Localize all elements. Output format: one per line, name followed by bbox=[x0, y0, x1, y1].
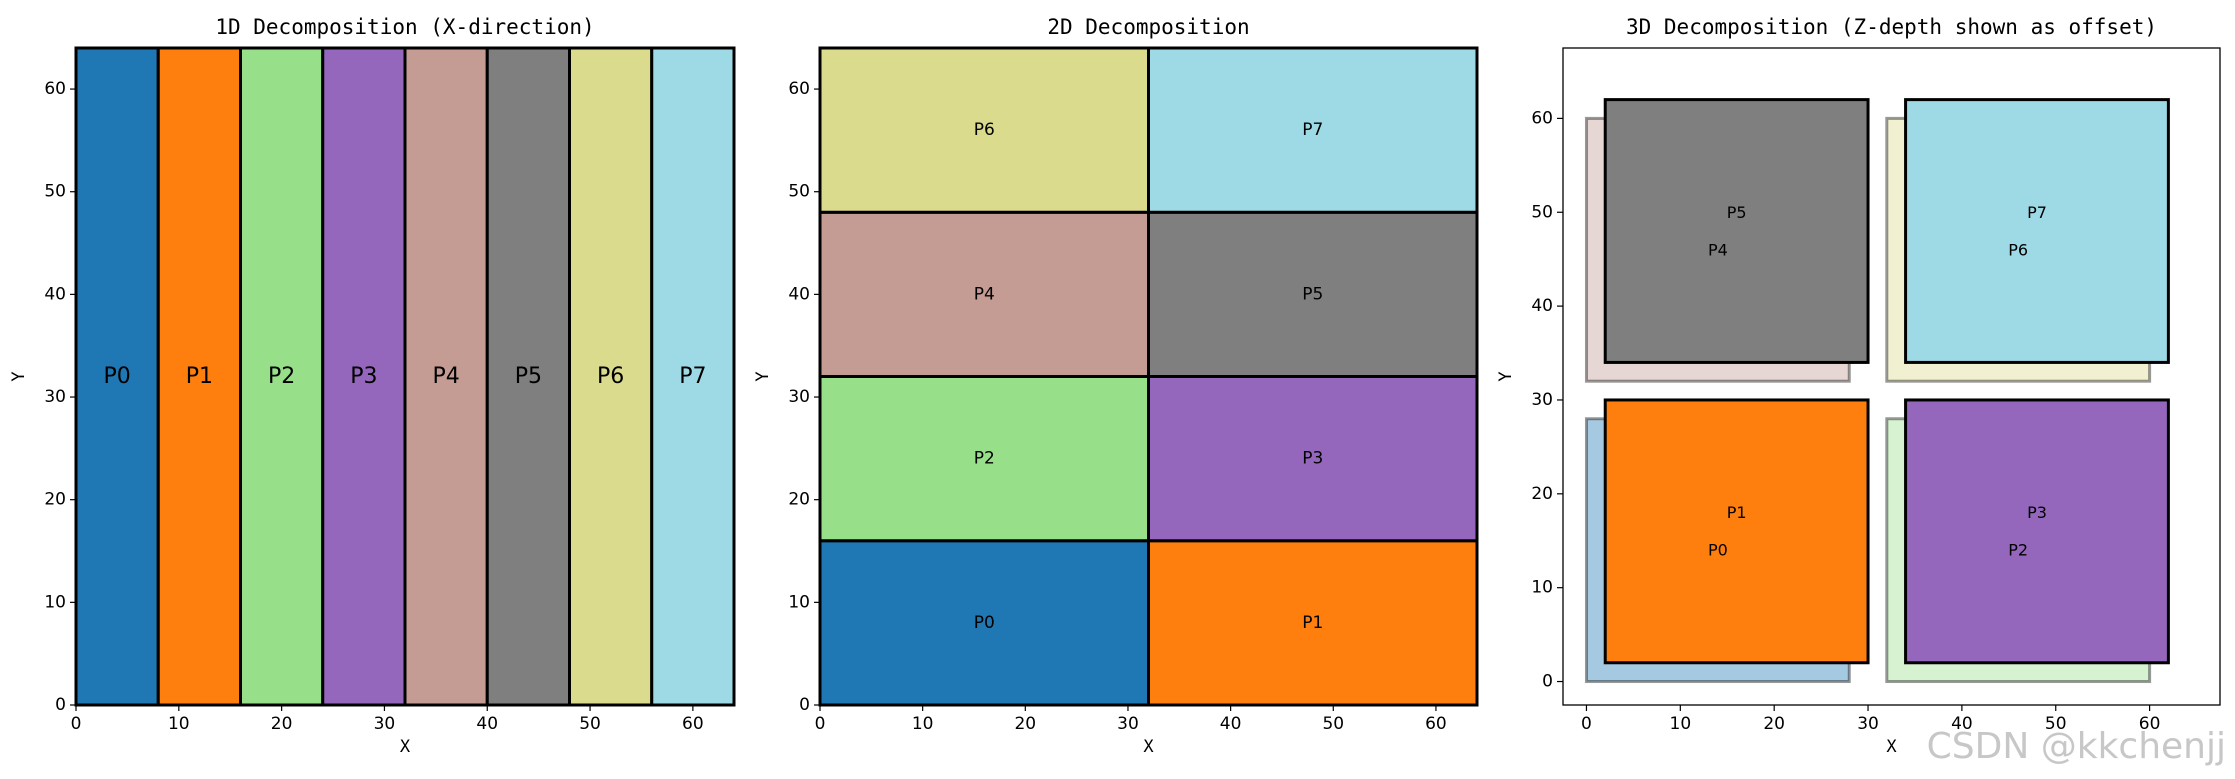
y-tick-label: 20 bbox=[44, 490, 66, 510]
y-tick-label: 10 bbox=[1531, 578, 1553, 598]
rank-p7-label: P7 bbox=[1302, 120, 1323, 140]
rank-p2-rect bbox=[818, 375, 1150, 543]
x-tick-label: 0 bbox=[71, 714, 82, 734]
y-tick-label: 20 bbox=[788, 490, 810, 510]
y-tick-label: 20 bbox=[1531, 484, 1553, 504]
y-tick-label: 40 bbox=[44, 284, 66, 304]
y-tick-label: 30 bbox=[44, 387, 66, 407]
rank-p1-rect bbox=[1147, 539, 1479, 707]
rank-p7-rect bbox=[1904, 98, 2170, 364]
axes-frame bbox=[75, 47, 735, 706]
y-tick-label: 50 bbox=[788, 182, 810, 202]
rank-p1-label: P1 bbox=[1727, 503, 1747, 522]
y-tick-label: 30 bbox=[1531, 390, 1553, 410]
x-tick-label: 10 bbox=[1670, 714, 1692, 734]
y-tick-label: 60 bbox=[788, 79, 810, 99]
rank-p1-label: P1 bbox=[1302, 613, 1323, 633]
y-tick-label: 30 bbox=[788, 387, 810, 407]
rank-p4-label: P4 bbox=[974, 284, 995, 304]
y-axis-label: Y bbox=[9, 371, 29, 381]
rank-p0-label: P0 bbox=[103, 364, 130, 389]
x-axis-label: X bbox=[1143, 737, 1154, 757]
rank-p0-rect bbox=[818, 539, 1150, 707]
panel-title: 3D Decomposition (Z-depth shown as offse… bbox=[1626, 15, 2157, 39]
rank-p2-label: P2 bbox=[268, 364, 295, 389]
y-tick-label: 0 bbox=[799, 695, 810, 715]
watermark: CSDN @kkchenjj bbox=[1927, 726, 2226, 767]
rank-p5-label: P5 bbox=[515, 364, 542, 389]
rank-p5-rect bbox=[1147, 210, 1479, 378]
rank-p0-rect bbox=[74, 46, 160, 707]
y-axis-label: Y bbox=[753, 371, 773, 381]
y-tick-label: 60 bbox=[44, 79, 66, 99]
x-tick-label: 40 bbox=[476, 714, 498, 734]
rank-p0-label: P0 bbox=[974, 613, 995, 633]
rank-p2-label: P2 bbox=[2008, 541, 2028, 560]
y-tick-label: 50 bbox=[1531, 202, 1553, 222]
rank-p6-label: P6 bbox=[974, 120, 995, 140]
x-tick-label: 10 bbox=[168, 714, 190, 734]
y-tick-label: 10 bbox=[44, 592, 66, 612]
y-tick-label: 0 bbox=[55, 695, 66, 715]
x-tick-label: 30 bbox=[374, 714, 396, 734]
y-axis-label: Y bbox=[1496, 371, 1516, 381]
y-tick-label: 10 bbox=[788, 592, 810, 612]
x-tick-label: 50 bbox=[1322, 714, 1344, 734]
rank-p5-rect bbox=[1603, 98, 1870, 364]
y-tick-label: 60 bbox=[1531, 108, 1553, 128]
x-tick-label: 0 bbox=[1581, 714, 1592, 734]
rank-p6-label: P6 bbox=[2008, 240, 2028, 259]
x-tick-label: 0 bbox=[815, 714, 826, 734]
x-axis-label: X bbox=[1886, 737, 1897, 757]
x-axis-label: X bbox=[400, 737, 411, 757]
x-tick-label: 50 bbox=[2045, 714, 2067, 734]
rank-p3-rect bbox=[1904, 398, 2170, 665]
y-tick-label: 40 bbox=[1531, 296, 1553, 316]
axes-frame bbox=[819, 47, 1478, 706]
rank-p1-label: P1 bbox=[186, 364, 213, 389]
y-tick-label: 40 bbox=[788, 284, 810, 304]
rank-p3-label: P3 bbox=[1302, 449, 1323, 469]
x-tick-label: 60 bbox=[1425, 714, 1447, 734]
x-tick-label: 50 bbox=[579, 714, 601, 734]
x-tick-label: 10 bbox=[912, 714, 934, 734]
axes-frame bbox=[1562, 47, 2221, 706]
panel-2: 2D Decomposition P0 P1 P2 P3 P4 P5 P6 P7 0 10 20 30 4… bbox=[753, 15, 1479, 757]
rank-p4-label: P4 bbox=[1708, 240, 1728, 259]
rank-p5-label: P5 bbox=[1302, 284, 1323, 304]
rank-p7-rect bbox=[650, 46, 736, 707]
x-tick-label: 30 bbox=[1117, 714, 1139, 734]
rank-p1-rect bbox=[156, 46, 242, 707]
panel-title: 1D Decomposition (X-direction) bbox=[215, 15, 594, 39]
x-tick-label: 40 bbox=[1220, 714, 1242, 734]
x-tick-label: 20 bbox=[1014, 714, 1036, 734]
x-tick-label: 30 bbox=[1857, 714, 1879, 734]
x-tick-label: 60 bbox=[2139, 714, 2161, 734]
rank-p0-label: P0 bbox=[1708, 541, 1728, 560]
rank-p1-rect bbox=[1603, 398, 1870, 665]
rank-p7-label: P7 bbox=[679, 364, 706, 389]
rank-p6-rect bbox=[818, 46, 1150, 214]
rank-p7-label: P7 bbox=[2027, 203, 2047, 222]
x-tick-label: 40 bbox=[1951, 714, 1973, 734]
x-tick-label: 20 bbox=[1763, 714, 1785, 734]
rank-p5-label: P5 bbox=[1727, 203, 1747, 222]
y-tick-label: 50 bbox=[44, 182, 66, 202]
rank-p3-rect bbox=[1147, 375, 1479, 543]
panel-1: 1D Decomposition (X-direction) P0 P1 P2 P3 P4… bbox=[9, 15, 736, 757]
panel-title: 2D Decomposition bbox=[1047, 15, 1249, 39]
panel-3: 3D Decomposition (Z-depth shown as offse… bbox=[1496, 15, 2221, 757]
rank-p4-label: P4 bbox=[432, 364, 459, 389]
rank-p2-label: P2 bbox=[974, 449, 995, 469]
rank-p3-label: P3 bbox=[350, 364, 377, 389]
y-tick-label: 0 bbox=[1542, 672, 1553, 692]
rank-p5-rect bbox=[485, 46, 571, 707]
rank-p3-label: P3 bbox=[2027, 503, 2047, 522]
x-tick-label: 60 bbox=[682, 714, 704, 734]
rank-p6-label: P6 bbox=[597, 364, 624, 389]
x-tick-label: 20 bbox=[271, 714, 293, 734]
